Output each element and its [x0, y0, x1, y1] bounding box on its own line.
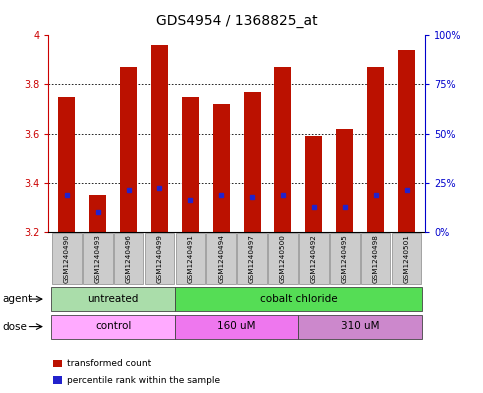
- FancyBboxPatch shape: [51, 287, 175, 311]
- FancyBboxPatch shape: [114, 233, 143, 284]
- Bar: [274, 67, 291, 232]
- Bar: [151, 45, 168, 232]
- Text: agent: agent: [2, 294, 32, 304]
- Bar: [53, 360, 62, 367]
- FancyBboxPatch shape: [175, 314, 298, 339]
- Bar: [367, 67, 384, 232]
- FancyBboxPatch shape: [361, 233, 390, 284]
- Text: GSM1240490: GSM1240490: [64, 234, 70, 283]
- FancyBboxPatch shape: [175, 287, 422, 311]
- Text: GSM1240492: GSM1240492: [311, 234, 317, 283]
- Text: GSM1240491: GSM1240491: [187, 234, 193, 283]
- FancyBboxPatch shape: [237, 233, 267, 284]
- Text: control: control: [95, 321, 131, 331]
- Bar: [398, 50, 415, 232]
- Text: GSM1240494: GSM1240494: [218, 234, 224, 283]
- Text: GSM1240499: GSM1240499: [156, 234, 162, 283]
- Text: GSM1240498: GSM1240498: [372, 234, 379, 283]
- FancyBboxPatch shape: [83, 233, 113, 284]
- Bar: [58, 97, 75, 232]
- Bar: [53, 376, 62, 384]
- Bar: [336, 129, 353, 232]
- Text: 160 uM: 160 uM: [217, 321, 256, 331]
- FancyBboxPatch shape: [175, 233, 205, 284]
- Text: GSM1240500: GSM1240500: [280, 234, 286, 283]
- Bar: [243, 92, 261, 232]
- Text: GSM1240501: GSM1240501: [403, 234, 410, 283]
- FancyBboxPatch shape: [330, 233, 359, 284]
- Text: transformed count: transformed count: [67, 359, 151, 368]
- Text: GSM1240496: GSM1240496: [126, 234, 131, 283]
- Text: GDS4954 / 1368825_at: GDS4954 / 1368825_at: [156, 14, 317, 28]
- Bar: [89, 195, 106, 232]
- FancyBboxPatch shape: [51, 314, 175, 339]
- Text: GSM1240493: GSM1240493: [95, 234, 101, 283]
- FancyBboxPatch shape: [144, 233, 174, 284]
- Text: cobalt chloride: cobalt chloride: [260, 294, 337, 303]
- Text: 310 uM: 310 uM: [341, 321, 380, 331]
- Text: percentile rank within the sample: percentile rank within the sample: [67, 376, 220, 384]
- FancyBboxPatch shape: [206, 233, 236, 284]
- Text: untreated: untreated: [87, 294, 139, 303]
- FancyBboxPatch shape: [392, 233, 421, 284]
- Text: dose: dose: [2, 321, 28, 332]
- FancyBboxPatch shape: [52, 233, 82, 284]
- Bar: [213, 104, 230, 232]
- FancyBboxPatch shape: [298, 314, 422, 339]
- FancyBboxPatch shape: [299, 233, 329, 284]
- Bar: [182, 97, 199, 232]
- Text: GSM1240497: GSM1240497: [249, 234, 255, 283]
- Text: GSM1240495: GSM1240495: [342, 234, 348, 283]
- FancyBboxPatch shape: [268, 233, 298, 284]
- Bar: [120, 67, 137, 232]
- Bar: [305, 136, 322, 232]
